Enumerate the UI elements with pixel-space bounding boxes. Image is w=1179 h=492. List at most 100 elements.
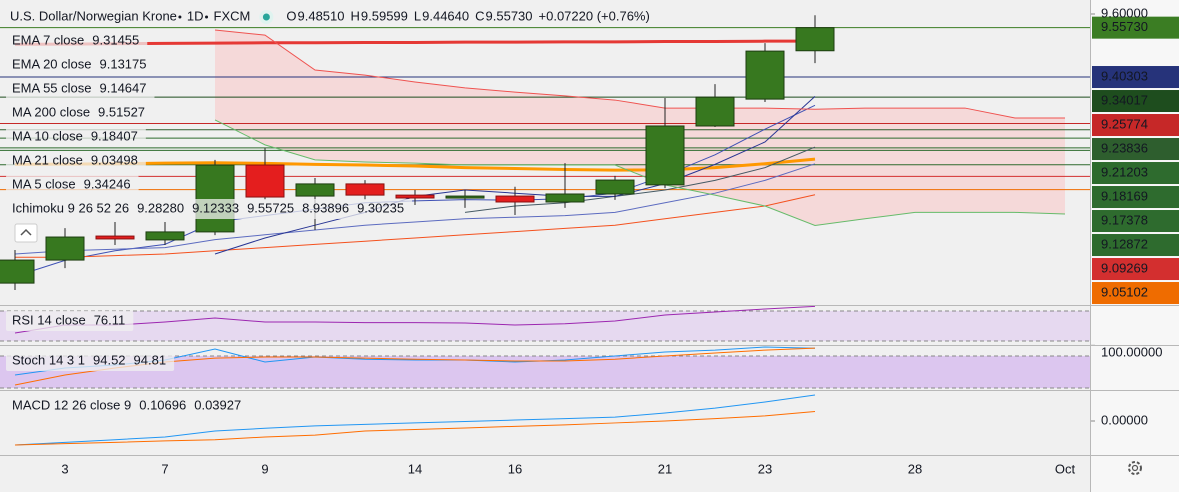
price-label-box xyxy=(1092,234,1179,257)
price-label: 9.05102 xyxy=(1101,284,1148,299)
legend-value: 94.81 xyxy=(134,352,167,367)
candle-body xyxy=(745,50,785,100)
legend-bg xyxy=(6,79,155,99)
candle-body xyxy=(445,195,485,199)
legend-name: EMA 7 close xyxy=(12,32,84,47)
indicator-line xyxy=(14,305,816,334)
button-box[interactable] xyxy=(14,223,38,243)
legend-value: 9.51527 xyxy=(98,104,145,119)
gear-icon[interactable] xyxy=(1128,461,1142,475)
indicator-line xyxy=(214,29,1065,119)
legend-name: EMA 55 close xyxy=(12,80,92,95)
indicator-line xyxy=(14,163,816,255)
x-tick-label: 21 xyxy=(658,461,672,476)
legend-bg-layer xyxy=(6,31,413,416)
x-tick-label: 23 xyxy=(758,461,772,476)
x-tick-label: 28 xyxy=(908,461,922,476)
price-label-box xyxy=(1092,258,1179,281)
text-layer: U.S. Dollar/Norwegian Krone 1D FXCM O 9.4851… xyxy=(10,5,1179,476)
candle-body xyxy=(195,164,235,233)
candle-body xyxy=(545,193,585,203)
legend-value: 9.34246 xyxy=(84,176,131,191)
candle-body xyxy=(345,183,385,196)
indicator-line xyxy=(14,39,816,46)
legend-name: MACD 12 26 close 9 xyxy=(12,397,131,412)
candle-body xyxy=(95,235,135,240)
price-label: 9.34017 xyxy=(1101,92,1148,107)
y-tick-label: 100.00000 xyxy=(1101,344,1162,359)
price-label: 9.09269 xyxy=(1101,260,1148,275)
status-dot xyxy=(262,13,270,21)
legend-bg xyxy=(6,396,250,416)
price-label-box xyxy=(1092,210,1179,233)
candle-body xyxy=(145,231,185,241)
legend-name: MA 200 close xyxy=(12,104,90,119)
legend-value: 0.10696 xyxy=(139,397,186,412)
price-label-box xyxy=(1092,16,1179,39)
header-text: 9.44640 xyxy=(422,8,469,23)
legend-value: 9.14647 xyxy=(100,80,147,95)
candle-body xyxy=(245,164,285,198)
legend-bg xyxy=(6,103,154,123)
price-label: 9.21203 xyxy=(1101,164,1148,179)
separator-dot xyxy=(205,15,209,19)
header-text: +0.07220 (+0.76%) xyxy=(539,8,650,23)
indicator-line xyxy=(15,194,816,258)
gear-hub xyxy=(1131,464,1139,472)
legend-name: EMA 20 close xyxy=(12,56,92,71)
legend-name: RSI 14 close xyxy=(12,312,86,327)
price-label: 9.17378 xyxy=(1101,212,1148,227)
candle-body xyxy=(295,183,335,197)
header-text: 9.48510 xyxy=(298,8,345,23)
x-tick-label: 3 xyxy=(61,461,68,476)
price-label-box xyxy=(1092,90,1179,113)
x-tick-label: 14 xyxy=(408,461,422,476)
legend-value: 9.03498 xyxy=(91,152,138,167)
header-text: C xyxy=(475,8,484,23)
x-tick-label: 9 xyxy=(261,461,268,476)
indicator-line xyxy=(464,146,816,213)
legend-bg xyxy=(6,199,413,219)
header-text: O xyxy=(286,8,296,23)
candle-layer xyxy=(0,15,835,290)
legend-value: 9.55725 xyxy=(247,200,294,215)
candle-body xyxy=(595,179,635,195)
x-tick-label: Oct xyxy=(1055,461,1076,476)
band-fill xyxy=(0,311,1090,342)
header-text: 9.55730 xyxy=(486,8,533,23)
header-text: 9.59599 xyxy=(361,8,408,23)
legend-value: 76.11 xyxy=(94,312,126,327)
x-tick-label: 7 xyxy=(161,461,168,476)
legend-value: 94.52 xyxy=(93,352,126,367)
header-text: L xyxy=(414,8,421,23)
legend-name: MA 21 close xyxy=(12,152,83,167)
legend-bg xyxy=(6,151,146,171)
settings-button[interactable] xyxy=(1128,461,1142,475)
price-label: 9.55730 xyxy=(1101,19,1148,34)
header-text: H xyxy=(351,8,360,23)
legend-name: Ichimoku 9 26 52 26 xyxy=(12,200,129,215)
legend-value: 9.13175 xyxy=(100,56,147,71)
price-label: 9.23836 xyxy=(1101,140,1148,155)
header-text: U.S. Dollar/Norwegian Krone xyxy=(10,8,177,23)
legend-name: Stoch 14 3 1 xyxy=(12,352,85,367)
legend-value: 8.93896 xyxy=(302,200,349,215)
legend-value: 9.31455 xyxy=(92,32,139,47)
price-label: 9.40303 xyxy=(1101,68,1148,83)
price-label-box xyxy=(1092,162,1179,185)
candle-body xyxy=(0,259,35,284)
price-label-box xyxy=(1092,138,1179,161)
header-text: FXCM xyxy=(214,8,251,23)
legend-bg xyxy=(6,31,148,51)
collapse-button[interactable] xyxy=(14,223,38,243)
chevron-icon xyxy=(20,228,32,236)
legend-bg xyxy=(6,351,175,371)
candle-body xyxy=(495,195,535,203)
y-tick-label: 9.60000 xyxy=(1101,5,1148,20)
indicator-line xyxy=(14,394,816,446)
indicator-line xyxy=(14,410,816,446)
candle-body xyxy=(45,236,85,261)
price-label-box xyxy=(1092,282,1179,305)
